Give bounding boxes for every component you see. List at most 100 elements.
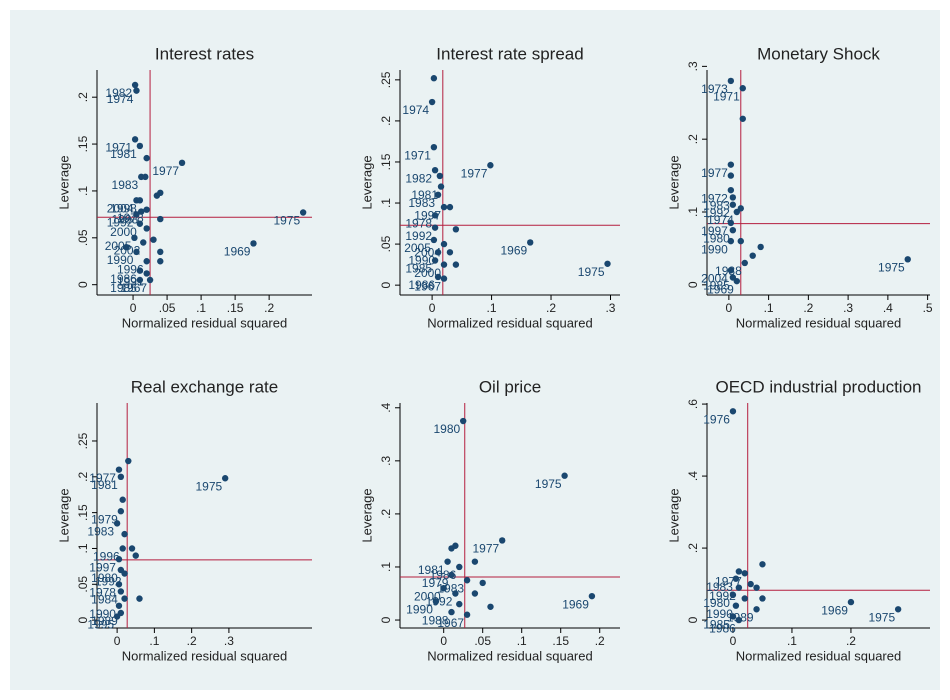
x-axis-label: Normalized residual squared bbox=[122, 648, 287, 663]
y-tick-label: .2 bbox=[686, 543, 700, 553]
point bbox=[735, 616, 743, 624]
point bbox=[131, 81, 139, 89]
point bbox=[157, 248, 164, 256]
x-tick-label: .2 bbox=[264, 301, 274, 315]
y-axis-label: Leverage bbox=[56, 488, 71, 542]
point bbox=[157, 215, 164, 223]
y-tick-label: .15 bbox=[76, 504, 90, 521]
point-label: 1969 bbox=[501, 244, 528, 258]
point-label: 1985 bbox=[405, 262, 432, 276]
point bbox=[121, 530, 128, 538]
point bbox=[115, 602, 123, 609]
point bbox=[431, 212, 439, 219]
point bbox=[299, 209, 307, 216]
x-tick-label: .15 bbox=[227, 301, 244, 315]
point-label: 1989 bbox=[91, 614, 118, 628]
point bbox=[448, 571, 455, 579]
point-label: 2000 bbox=[414, 266, 441, 280]
point-label: 1995 bbox=[87, 618, 114, 632]
point-label: 1985 bbox=[703, 279, 730, 293]
point bbox=[115, 556, 123, 563]
point-label: 1967 bbox=[120, 281, 147, 295]
panel-title: Real exchange rate bbox=[131, 377, 278, 396]
panel: Interest rate spread 0 .1 .2 .3 0 .05 .1 .15 .2 .2… bbox=[359, 44, 620, 330]
y-tick-label: .25 bbox=[76, 432, 90, 449]
point bbox=[459, 417, 467, 425]
point-label: 1992 bbox=[405, 229, 432, 243]
y-tick-label: 0 bbox=[379, 281, 393, 288]
point-label: 1975 bbox=[868, 610, 895, 624]
y-tick-label: 0 bbox=[76, 281, 90, 288]
x-tick-label: .3 bbox=[605, 301, 615, 315]
point bbox=[440, 585, 447, 592]
point-label: 1969 bbox=[707, 282, 734, 296]
panel: Real exchange rate 0 .1 .2 .3 0 .05 .1 .15 .2 .25 N… bbox=[56, 377, 312, 663]
y-axis-label: Leverage bbox=[359, 488, 374, 542]
point bbox=[434, 249, 442, 256]
point bbox=[117, 473, 125, 481]
point-label: 1980 bbox=[703, 596, 730, 610]
point bbox=[452, 590, 459, 597]
point-label: 1979 bbox=[91, 512, 118, 526]
x-tick-label: .1 bbox=[787, 634, 797, 648]
y-tick-label: .1 bbox=[76, 543, 90, 553]
point-label: 1975 bbox=[273, 214, 300, 228]
y-tick-label: 0 bbox=[76, 616, 90, 623]
x-tick-label: 0 bbox=[440, 634, 447, 648]
point-label: 2000 bbox=[110, 225, 137, 239]
x-tick-label: 0 bbox=[726, 301, 733, 315]
point-label: 1997 bbox=[414, 208, 441, 222]
y-tick-label: .05 bbox=[379, 235, 393, 252]
x-tick-label: .3 bbox=[224, 634, 234, 648]
point bbox=[136, 276, 144, 284]
point-label: 1992 bbox=[703, 206, 730, 220]
point bbox=[440, 275, 448, 282]
point bbox=[604, 260, 611, 267]
point bbox=[221, 475, 229, 482]
x-tick-label: .4 bbox=[883, 301, 893, 315]
point bbox=[115, 466, 123, 473]
y-tick-label: .4 bbox=[379, 402, 393, 412]
point bbox=[132, 552, 139, 559]
y-tick-label: .15 bbox=[76, 135, 90, 152]
point-label: 1988 bbox=[422, 613, 449, 627]
point-label: 1990 bbox=[408, 253, 435, 267]
point-label: 1975 bbox=[195, 479, 222, 493]
point-label: 2004 bbox=[701, 271, 728, 285]
x-tick-label: .05 bbox=[159, 301, 176, 315]
point-label: 1997 bbox=[701, 224, 728, 238]
point bbox=[732, 575, 740, 582]
point-label: 1969 bbox=[224, 245, 251, 259]
point-label: 1974 bbox=[707, 213, 734, 227]
x-axis-label: Normalized residual squared bbox=[427, 648, 592, 663]
panel-title: Interest rate spread bbox=[436, 44, 583, 63]
point-label: 1975 bbox=[878, 260, 905, 274]
point bbox=[741, 570, 748, 577]
point bbox=[741, 595, 748, 602]
point bbox=[115, 581, 123, 588]
point bbox=[117, 588, 125, 595]
point-label: 1982 bbox=[405, 171, 432, 185]
point bbox=[432, 598, 440, 605]
point-label: 1990 bbox=[107, 253, 134, 267]
point-label: 1980 bbox=[91, 571, 118, 585]
y-tick-label: 0 bbox=[379, 616, 393, 623]
point bbox=[143, 206, 150, 213]
point-label: 1992 bbox=[426, 595, 453, 609]
point bbox=[729, 613, 737, 620]
point bbox=[498, 537, 506, 544]
point bbox=[733, 277, 741, 285]
point bbox=[847, 598, 855, 606]
x-tick-label: .1 bbox=[196, 301, 206, 315]
point bbox=[759, 561, 766, 568]
x-tick-label: .05 bbox=[474, 634, 491, 648]
panel: Interest rates0.05.1.15.20.05.1.15.2Norm… bbox=[56, 44, 312, 330]
point-label: 1984 bbox=[91, 593, 118, 607]
x-tick-label: .2 bbox=[846, 634, 856, 648]
y-tick-label: .05 bbox=[76, 576, 90, 593]
point bbox=[737, 205, 744, 212]
point-label: 1978 bbox=[405, 217, 432, 231]
point bbox=[444, 558, 451, 565]
point bbox=[727, 172, 735, 179]
point bbox=[157, 258, 164, 265]
